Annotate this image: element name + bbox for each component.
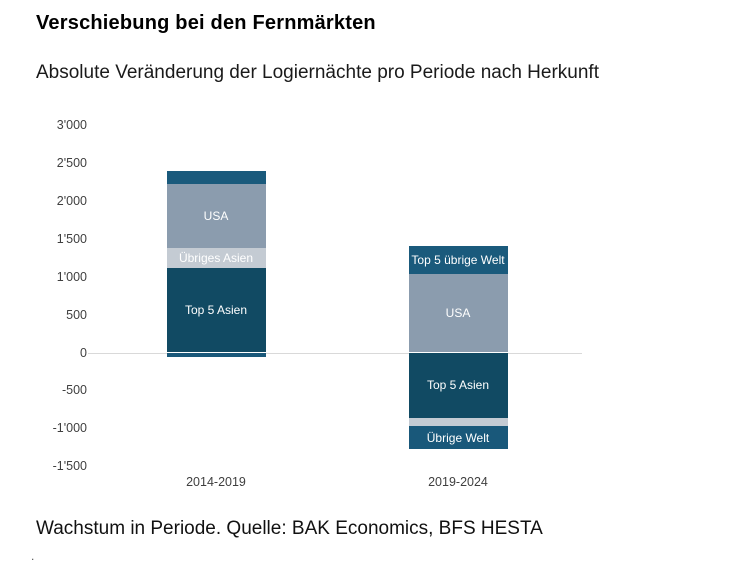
bar-segment — [408, 418, 508, 427]
y-axis-tick-label: 1'000 — [56, 269, 87, 284]
chart-subtitle: Absolute Veränderung der Logiernächte pr… — [36, 62, 599, 83]
bar-segment: Übrige Welt — [408, 426, 508, 450]
x-axis-category-label: 2019-2024 — [428, 475, 488, 489]
y-axis-tick-label: 1'500 — [56, 231, 87, 246]
bar-segment: Übriges Asien — [166, 247, 266, 268]
footnote-dot: . — [31, 549, 35, 563]
y-axis-tick-label: 2'500 — [56, 156, 87, 171]
segment-label: Übrige Welt — [426, 430, 490, 445]
segment-label: Übriges Asien — [178, 250, 254, 265]
y-axis-tick-label: 0 — [80, 345, 87, 360]
bar-segment: Top 5 Asien — [408, 352, 508, 419]
bar-segment: Top 5 Asien — [166, 267, 266, 353]
chart-source-caption: Wachstum in Periode. Quelle: BAK Economi… — [36, 518, 543, 539]
segment-label: Top 5 Asien — [184, 303, 248, 318]
segment-label: Top 5 Asien — [426, 378, 490, 393]
bar-segment: Top 5 übrige Welt — [408, 246, 508, 275]
y-axis-tick-label: -1'500 — [52, 459, 87, 474]
y-axis-tick-label: 2'000 — [56, 193, 87, 208]
bar-segment — [166, 170, 266, 184]
x-axis-category-label: 2014-2019 — [186, 475, 246, 489]
chart-title: Verschiebung bei den Fernmärkten — [36, 12, 376, 34]
segment-label: USA — [445, 306, 471, 321]
segment-label: Top 5 übrige Welt — [411, 253, 505, 268]
y-axis-tick-label: -500 — [61, 383, 87, 398]
y-axis-tick-label: -1'000 — [52, 421, 87, 436]
bar-segment: USA — [408, 274, 508, 353]
zero-gridline — [88, 352, 582, 354]
segment-label: USA — [203, 208, 229, 223]
y-axis-tick-label: 500 — [66, 307, 87, 322]
y-axis-tick-label: 3'000 — [56, 118, 87, 133]
bar-segment: USA — [166, 183, 266, 248]
bar-segment — [166, 352, 266, 357]
